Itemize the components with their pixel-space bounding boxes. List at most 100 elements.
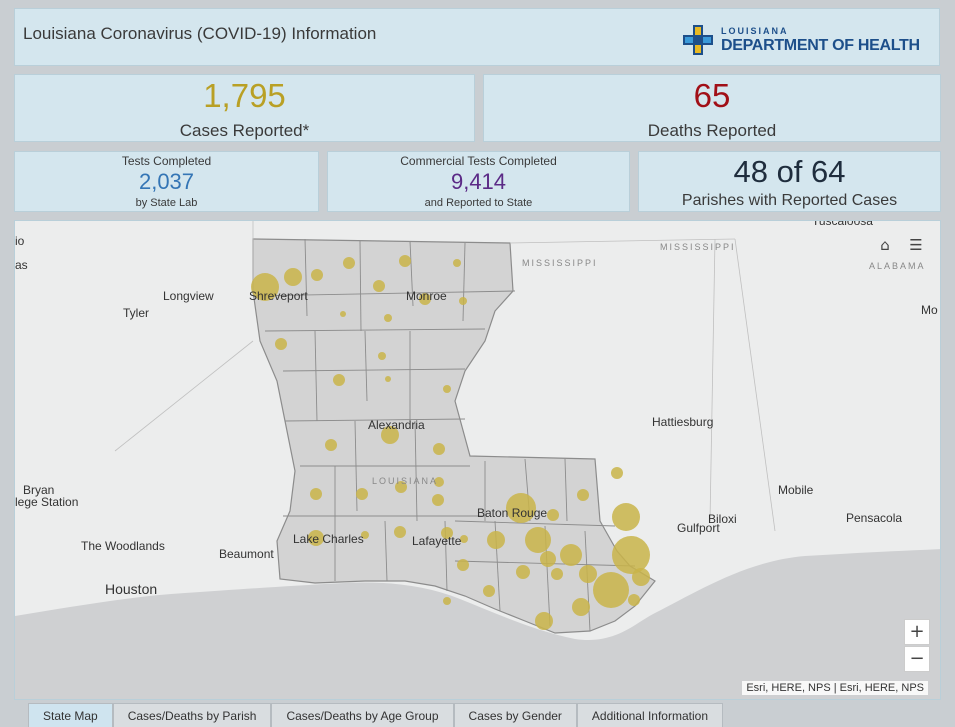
commercial-tests-title: Commercial Tests Completed <box>400 154 557 168</box>
parish-case-bubble[interactable] <box>459 297 467 305</box>
parish-case-bubble[interactable] <box>460 535 468 543</box>
parish-case-bubble[interactable] <box>593 572 629 608</box>
parish-case-bubble[interactable] <box>506 493 536 523</box>
tab-bar: State Map Cases/Deaths by Parish Cases/D… <box>28 703 723 727</box>
parish-case-bubble[interactable] <box>251 273 279 301</box>
logo-text-top: LOUISIANA <box>721 26 789 36</box>
zoom-out-button[interactable]: − <box>904 646 930 672</box>
label-state-louisiana: LOUISIANA <box>372 476 439 486</box>
parish-case-bubble[interactable] <box>340 311 346 317</box>
label-the-woodlands: The Woodlands <box>81 539 165 553</box>
parish-case-bubble[interactable] <box>540 551 556 567</box>
label-io: io <box>15 234 25 248</box>
parish-case-bubble[interactable] <box>483 585 495 597</box>
parish-case-bubble[interactable] <box>560 544 582 566</box>
tab-cases-deaths-by-age-group[interactable]: Cases/Deaths by Age Group <box>271 703 454 727</box>
parish-case-bubble[interactable] <box>547 509 559 521</box>
parish-case-bubble[interactable] <box>487 531 505 549</box>
parish-case-bubble[interactable] <box>310 488 322 500</box>
cases-reported-card: 1,795 Cases Reported* <box>14 74 475 142</box>
parish-case-bubble[interactable] <box>577 489 589 501</box>
parish-case-bubble[interactable] <box>325 439 337 451</box>
label-as: as <box>15 258 28 272</box>
parishes-label: Parishes with Reported Cases <box>681 192 898 209</box>
parish-case-bubble[interactable] <box>381 426 399 444</box>
parish-case-bubble[interactable] <box>579 565 597 583</box>
parish-case-bubble[interactable] <box>611 467 623 479</box>
label-alexandria: Alexandria <box>368 418 425 432</box>
label-mobile: Mobile <box>778 483 814 497</box>
parish-case-bubble[interactable] <box>275 338 287 350</box>
parish-case-bubble[interactable] <box>628 594 640 606</box>
parish-case-bubble[interactable] <box>572 598 590 616</box>
tests-title: Tests Completed <box>121 154 212 168</box>
legend-icon[interactable]: ☰ <box>909 236 923 254</box>
page-title: Louisiana Coronavirus (COVID-19) Informa… <box>23 24 377 43</box>
parish-case-bubble[interactable] <box>443 385 451 393</box>
parish-case-bubble[interactable] <box>457 559 469 571</box>
parish-case-bubble[interactable] <box>612 503 640 531</box>
parish-case-bubble[interactable] <box>373 280 385 292</box>
label-tyler: Tyler <box>123 306 150 320</box>
parishes-card: 48 of 64 Parishes with Reported Cases <box>638 151 941 212</box>
label-state-alabama: ALABAMA <box>869 261 926 271</box>
map-canvas[interactable] <box>15 221 941 700</box>
label-shreveport: Shreveport <box>249 289 308 303</box>
parishes-value: 48 of 64 <box>733 154 846 189</box>
parish-case-bubble[interactable] <box>395 481 407 493</box>
parish-case-bubble[interactable] <box>433 443 445 455</box>
parish-case-bubble[interactable] <box>333 374 345 386</box>
label-college-station: lege Station <box>15 495 79 509</box>
logo-cross-icon <box>683 25 713 55</box>
parish-case-bubble[interactable] <box>516 565 530 579</box>
case-bubbles[interactable] <box>251 255 650 630</box>
parish-case-bubble[interactable] <box>632 568 650 586</box>
label-biloxi: Biloxi <box>708 512 737 526</box>
home-icon[interactable]: ⌂ <box>880 236 890 254</box>
parish-case-bubble[interactable] <box>384 314 392 322</box>
label-state-mississippi-west: MISSISSIPPI <box>522 258 598 268</box>
parish-case-bubble[interactable] <box>612 536 650 574</box>
parish-case-bubble[interactable] <box>394 526 406 538</box>
logo-text-main: DEPARTMENT OF HEALTH <box>721 37 920 54</box>
tab-cases-by-gender[interactable]: Cases by Gender <box>453 703 577 727</box>
parish-case-bubble[interactable] <box>284 268 302 286</box>
parish-case-bubble[interactable] <box>378 352 386 360</box>
parish-case-bubble[interactable] <box>453 259 461 267</box>
commercial-tests-subtitle: and Reported to State <box>424 197 533 209</box>
parish-case-bubble[interactable] <box>399 255 411 267</box>
tab-state-map[interactable]: State Map <box>28 703 113 727</box>
parish-case-bubble[interactable] <box>443 597 451 605</box>
parish-case-bubble[interactable] <box>419 293 431 305</box>
parish-case-bubble[interactable] <box>551 568 563 580</box>
parish-case-bubble[interactable] <box>343 257 355 269</box>
parish-case-bubble[interactable] <box>525 527 551 553</box>
parish-case-bubble[interactable] <box>432 494 444 506</box>
parish-case-bubble[interactable] <box>385 376 391 382</box>
label-lake-charles: Lake Charles <box>293 532 364 546</box>
parish-case-bubble[interactable] <box>441 527 453 539</box>
zoom-in-button[interactable]: + <box>904 619 930 645</box>
parish-case-bubble[interactable] <box>361 531 369 539</box>
commercial-tests-card: Commercial Tests Completed 9,414 and Rep… <box>327 151 630 212</box>
parish-case-bubble[interactable] <box>535 612 553 630</box>
parish-case-bubble[interactable] <box>356 488 368 500</box>
label-state-mississippi: MISSISSIPPI <box>660 242 736 252</box>
tests-value: 2,037 <box>138 169 195 194</box>
label-bryan: Bryan <box>23 483 55 497</box>
label-longview: Longview <box>163 289 214 303</box>
parish-case-bubble[interactable] <box>434 477 444 487</box>
deaths-reported-card: 65 Deaths Reported <box>483 74 941 142</box>
parish-case-bubble[interactable] <box>311 269 323 281</box>
deaths-label: Deaths Reported <box>647 121 777 140</box>
label-lafayette: Lafayette <box>412 534 462 548</box>
tab-cases-deaths-by-parish[interactable]: Cases/Deaths by Parish <box>112 703 272 727</box>
label-houston: Houston <box>105 581 158 597</box>
louisiana-map[interactable]: Shreveport Monroe Longview Tyler Alexand… <box>14 220 941 700</box>
label-baton-rouge: Baton Rouge <box>477 506 548 520</box>
label-hattiesburg: Hattiesburg <box>652 415 714 429</box>
parish-case-bubble[interactable] <box>308 530 324 546</box>
ldh-logo: LOUISIANA DEPARTMENT OF HEALTH <box>683 23 933 59</box>
tab-additional-information[interactable]: Additional Information <box>576 703 723 727</box>
tests-completed-card: Tests Completed 2,037 by State Lab <box>14 151 319 212</box>
